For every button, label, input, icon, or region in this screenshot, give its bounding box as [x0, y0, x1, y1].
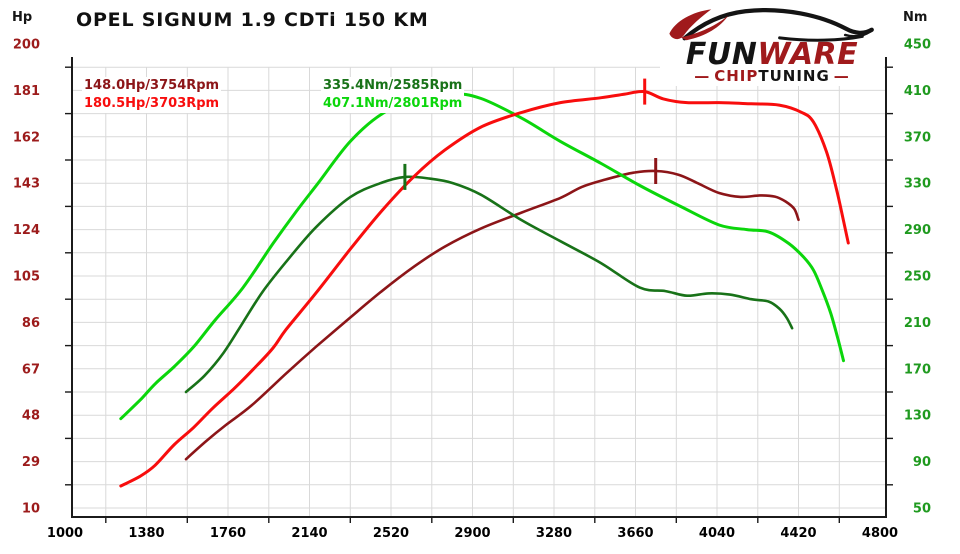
x-tick-label: 2520 [373, 526, 409, 541]
logo-text-chip: CHIP [714, 67, 759, 85]
y-left-tick-label: 181 [13, 84, 40, 99]
legend-entry-stock-torque: 335.4Nm/2585Rpm [323, 78, 463, 93]
curve-stock_torque [184, 175, 794, 394]
y-right-tick-label: 410 [904, 84, 931, 99]
y-right-tick-label: 330 [904, 177, 931, 192]
y-left-tick-labels: 200 181 162 143 124 105 86 67 48 29 10 [13, 38, 40, 517]
funware-logo: FUNWARE — CHIPTUNING — [660, 6, 884, 86]
x-tick-label: 4420 [780, 526, 816, 541]
y-right-tick-label: 250 [904, 270, 931, 285]
x-tick-labels: 1000 1380 1760 2140 2520 2900 3280 3660 4040 4420… [47, 526, 898, 541]
legend-power: 148.0Hp/3754Rpm 180.5Hp/3703Rpm [82, 77, 222, 113]
y-left-tick-label: 10 [22, 502, 40, 517]
y-right-tick-label: 370 [904, 130, 931, 145]
legend-entry-stock-power: 148.0Hp/3754Rpm [84, 78, 220, 93]
x-tick-label: 2140 [291, 526, 327, 541]
y-left-tick-label: 143 [13, 177, 40, 192]
y-left-tick-label: 48 [22, 409, 40, 424]
logo-wordmark: FUNWARE [660, 40, 884, 70]
y-left-tick-label: 124 [13, 223, 40, 238]
y-left-unit-label: Hp [12, 10, 33, 25]
y-right-tick-label: 170 [904, 362, 931, 377]
logo-dash-right: — [833, 67, 850, 85]
y-left-tick-label: 29 [22, 455, 40, 470]
logo-dash-left: — [694, 67, 711, 85]
y-right-tick-label: 210 [904, 316, 931, 331]
logo-text-fun: FUN [685, 37, 758, 72]
y-left-tick-label: 200 [13, 38, 40, 53]
y-left-tick-label: 162 [13, 130, 40, 145]
legend-entry-tuned-power: 180.5Hp/3703Rpm [84, 96, 220, 111]
x-tick-label: 1380 [128, 526, 164, 541]
legend-entry-tuned-torque: 407.1Nm/2801Rpm [323, 96, 463, 111]
x-tick-label: 1000 [47, 526, 83, 541]
grid [72, 66, 886, 517]
x-tick-label: 3280 [536, 526, 572, 541]
axes [71, 57, 887, 518]
tick-marks [65, 66, 893, 523]
y-left-tick-label: 86 [22, 316, 40, 331]
x-tick-label: 2900 [454, 526, 490, 541]
y-right-tick-label: 90 [913, 455, 931, 470]
chart-title: OPEL SIGNUM 1.9 CDTi 150 KM [76, 9, 429, 31]
x-tick-label: 1760 [210, 526, 246, 541]
curve-tuned_torque [119, 92, 845, 421]
logo-text-ware: WARE [757, 37, 859, 72]
curve-stock_power [184, 169, 800, 461]
y-left-tick-label: 105 [13, 270, 40, 285]
y-right-tick-label: 450 [904, 38, 931, 53]
y-right-tick-label: 130 [904, 409, 931, 424]
x-tick-label: 4040 [699, 526, 735, 541]
curve-tuned_power [119, 89, 850, 488]
y-right-tick-labels: 450 410 370 330 290 250 210 170 130 90 50 [904, 38, 931, 517]
x-tick-label: 3660 [617, 526, 653, 541]
x-tick-label: 4800 [862, 526, 898, 541]
y-right-tick-label: 50 [913, 502, 931, 517]
logo-subtitle: — CHIPTUNING — [660, 68, 884, 84]
legend-torque: 335.4Nm/2585Rpm 407.1Nm/2801Rpm [321, 77, 465, 113]
car-silhouette-icon [669, 7, 874, 42]
y-right-unit-label: Nm [903, 10, 928, 25]
y-right-tick-label: 290 [904, 223, 931, 238]
logo-text-tuning: TUNING [758, 67, 830, 85]
y-left-tick-label: 67 [22, 362, 40, 377]
